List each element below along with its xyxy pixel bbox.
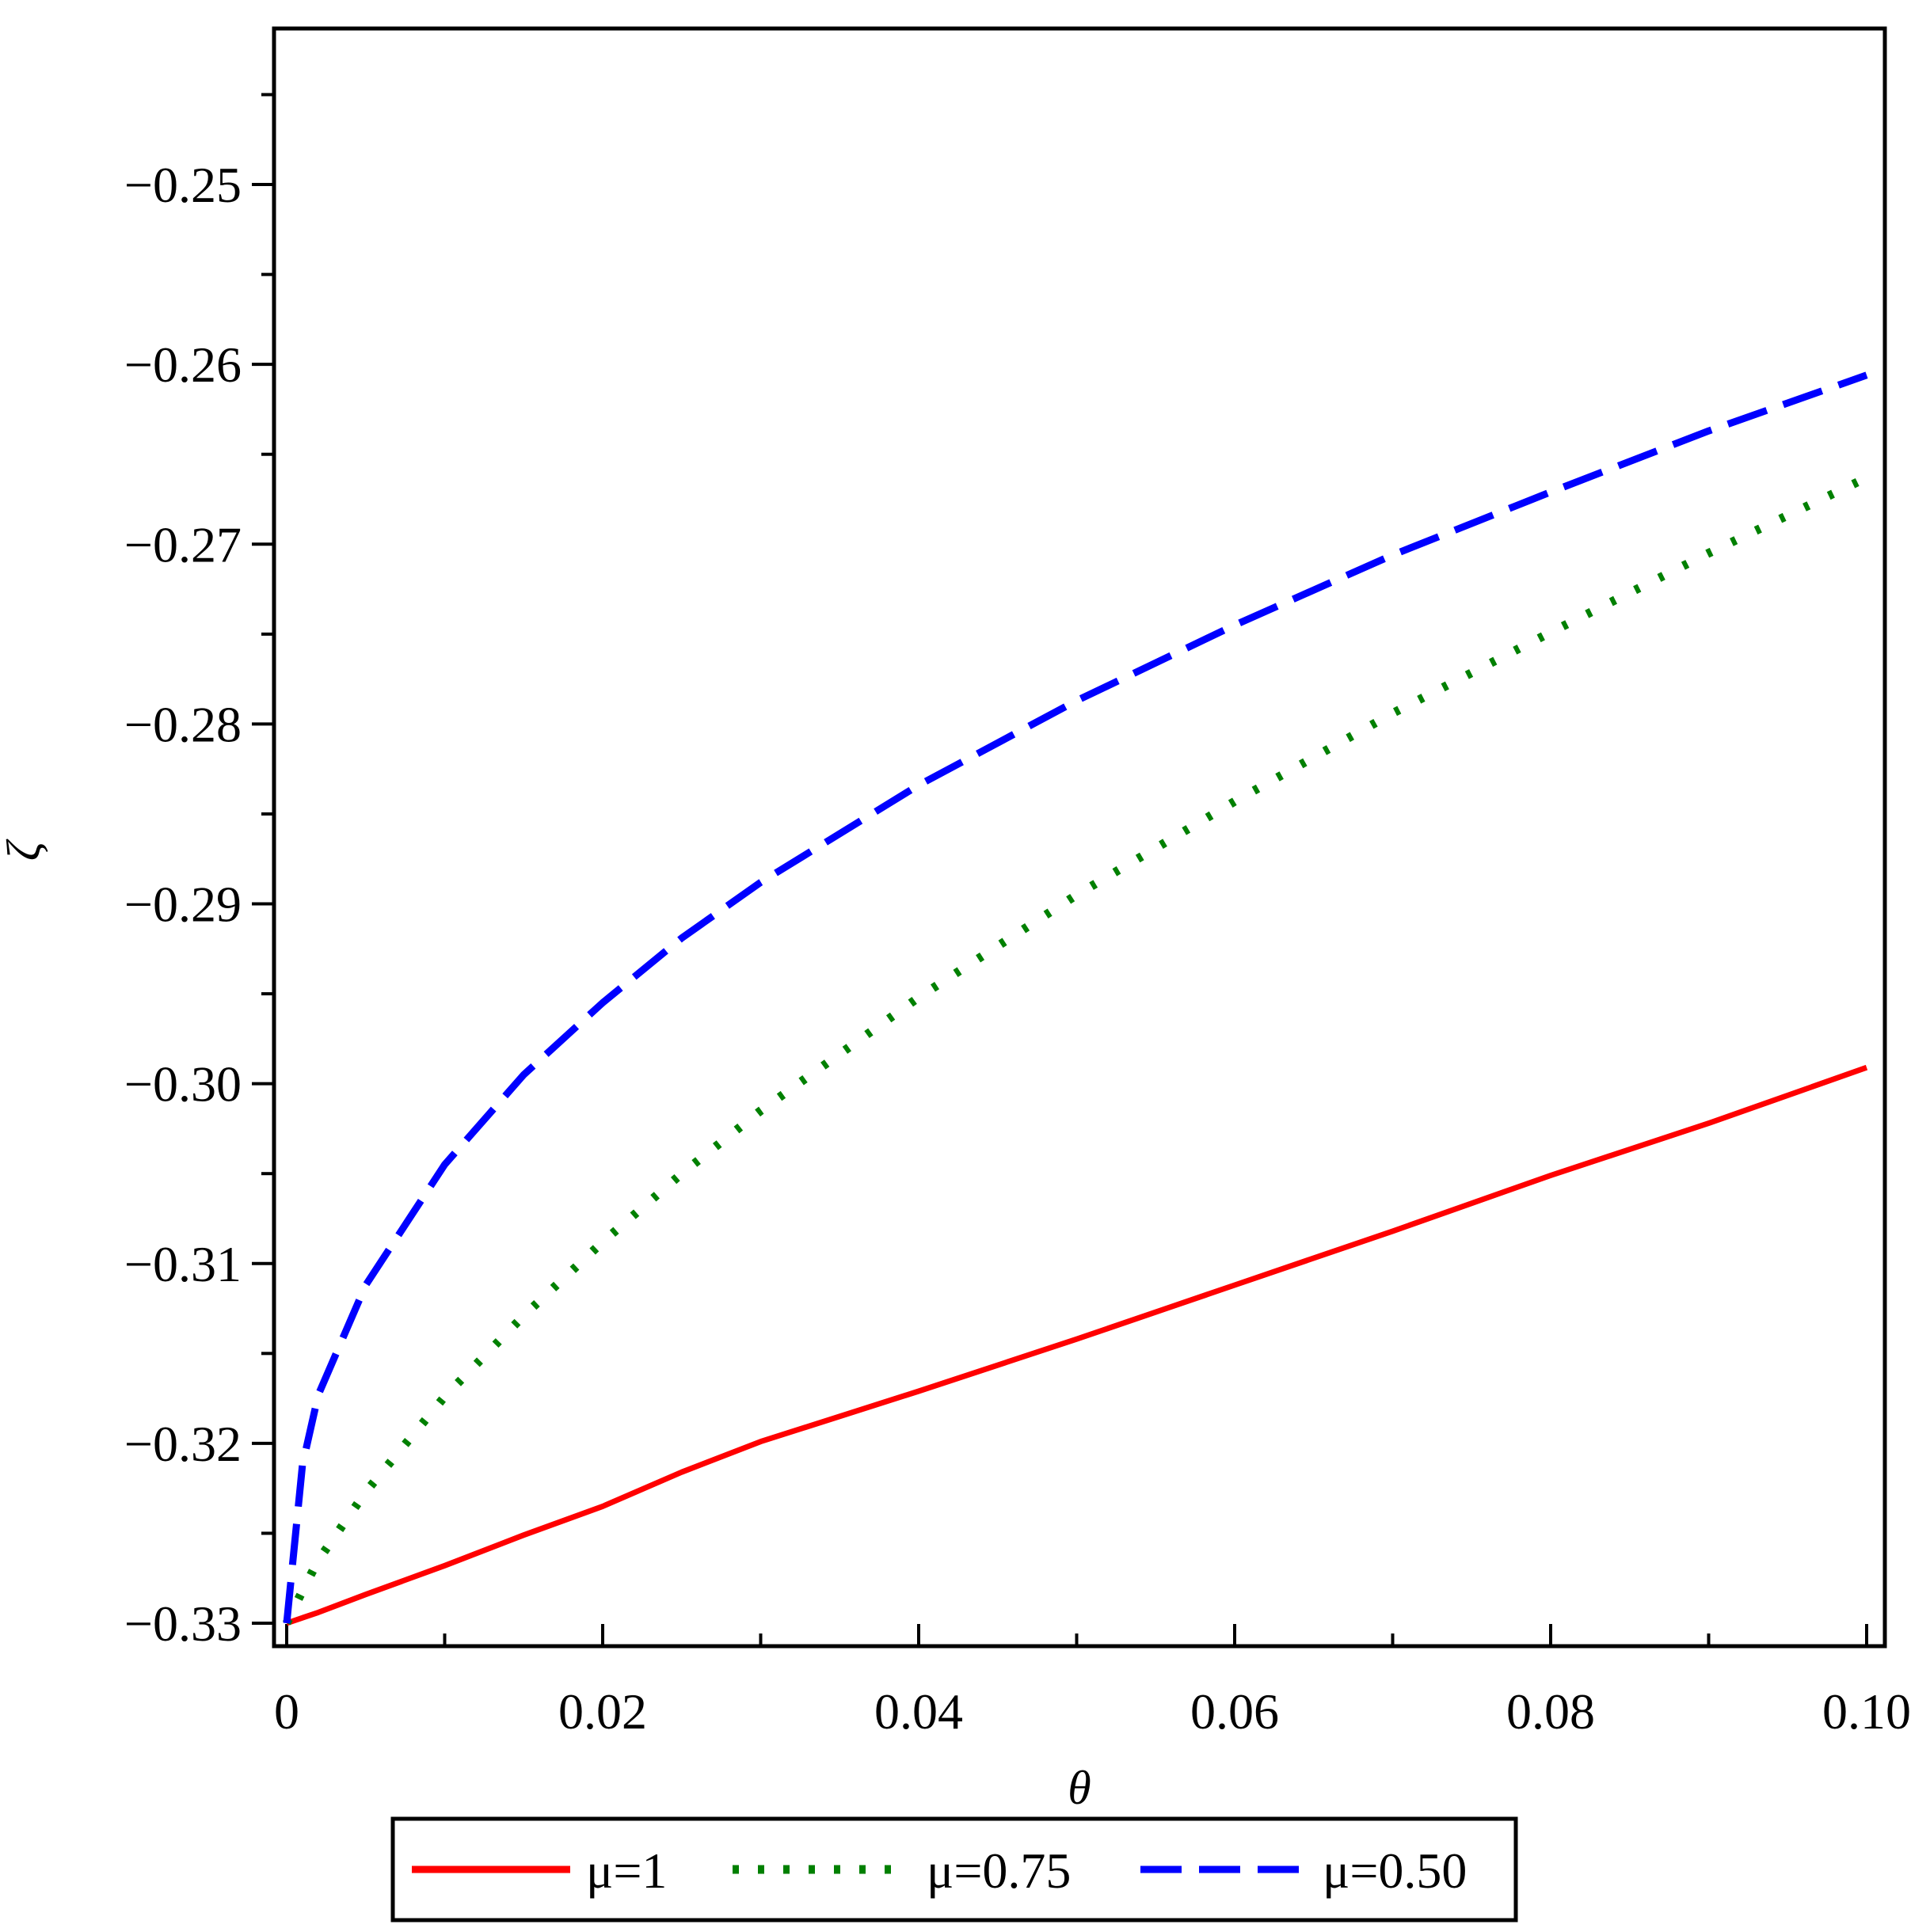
y-tick-label: −0.27 <box>124 516 242 572</box>
series-line-0 <box>285 1064 1868 1626</box>
y-tick-label: −0.28 <box>124 696 242 752</box>
series-line-1 <box>283 473 1869 1626</box>
x-tick-label: 0.10 <box>1822 1683 1911 1740</box>
y-tick-label: −0.32 <box>124 1416 242 1472</box>
y-tick-label: −0.29 <box>124 877 242 933</box>
legend: μ=1 μ=0.75 μ=0.50 <box>390 1816 1518 1922</box>
legend-box <box>390 1816 1518 1922</box>
y-axis-ticks: −0.33 −0.32 −0.31 −0.30 −0.29 −0.28 −0.27 −0.26… <box>124 93 274 1652</box>
x-tick-label: 0 <box>274 1683 299 1740</box>
series-layer <box>283 371 1869 1626</box>
x-axis-label: θ <box>1068 1762 1091 1814</box>
y-axis-label: ζ <box>0 839 50 861</box>
y-tick-label: −0.33 <box>124 1595 242 1652</box>
x-tick-label: 0.08 <box>1506 1683 1595 1740</box>
x-tick-label: 0.06 <box>1190 1683 1279 1740</box>
plot-frame <box>272 26 1887 1649</box>
y-tick-label: −0.25 <box>124 157 242 213</box>
y-tick-label: −0.31 <box>124 1236 242 1292</box>
legend-label-mu-1: μ=1 <box>586 1843 667 1899</box>
x-tick-label: 0.04 <box>874 1683 963 1740</box>
series-line-2 <box>283 371 1868 1624</box>
legend-label-mu-0-50: μ=0.50 <box>1323 1843 1467 1899</box>
y-tick-label: −0.26 <box>124 337 242 393</box>
x-axis-ticks: 0 0.02 0.04 0.06 0.08 0.10 <box>274 1624 1911 1740</box>
legend-label-mu-0-75: μ=0.75 <box>927 1843 1071 1899</box>
y-tick-label: −0.30 <box>124 1056 242 1112</box>
x-tick-label: 0.02 <box>558 1683 647 1740</box>
